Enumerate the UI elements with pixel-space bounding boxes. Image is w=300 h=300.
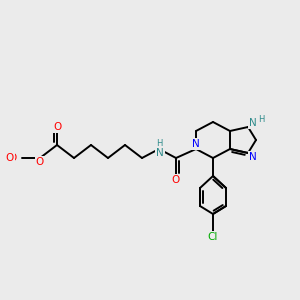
Text: H: H bbox=[156, 140, 162, 148]
Text: O: O bbox=[9, 153, 17, 163]
Text: H: H bbox=[258, 115, 264, 124]
Text: N: N bbox=[156, 148, 164, 158]
Text: N: N bbox=[192, 139, 200, 149]
Text: O: O bbox=[36, 157, 44, 167]
Text: O: O bbox=[53, 122, 61, 132]
Text: Cl: Cl bbox=[208, 232, 218, 242]
Text: O: O bbox=[6, 153, 14, 163]
Text: N: N bbox=[249, 152, 257, 162]
Text: O: O bbox=[172, 175, 180, 185]
Text: N: N bbox=[249, 118, 257, 128]
